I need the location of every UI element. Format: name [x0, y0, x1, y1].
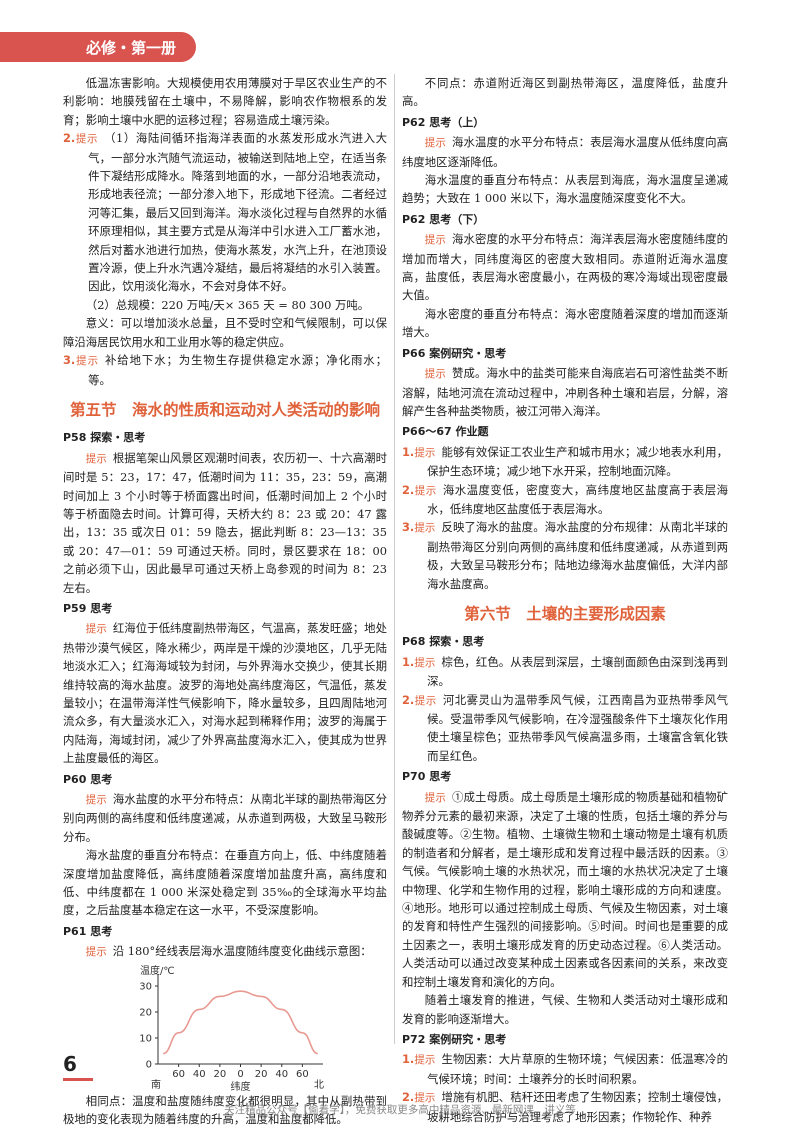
x-tick-label: 20 — [214, 1069, 227, 1080]
paragraph: 提示 根据笔架山风景区观潮时间表，农历初一、十六高潮时间时是 5：23，17：47… — [63, 450, 387, 595]
paragraph: 不同点：赤道附近海区到副热带海区，温度降低，盐度升高。 — [402, 76, 728, 109]
x-end-label-south: 南 — [151, 1078, 161, 1091]
answer-item: 1.提示 能够有效保证工农业生产和城市用水；减少地表水利用，保护生态环境；减少地下… — [402, 444, 728, 479]
answer-item: 3.提示 补给地下水；为生物生存提供稳定水源；净化雨水；等。 — [63, 353, 387, 387]
page-number-underline — [63, 1078, 93, 1081]
left-column: 低温冻害影响。大规模使用农用薄膜对于旱区农业生产的不利影响：地膜残留在土壤中，不… — [63, 74, 387, 1129]
y-tick-label: 0 — [146, 1059, 152, 1070]
tip-label: 提示 — [85, 623, 107, 636]
tip-label: 提示 — [424, 137, 447, 150]
tip-label: 提示 — [424, 791, 447, 804]
y-tick-label: 30 — [139, 981, 152, 992]
x-tick-label: 60 — [172, 1069, 185, 1080]
section-title: 第六节 土壤的主要形成因素 — [464, 604, 666, 623]
tip-label: 提示 — [414, 1092, 436, 1105]
section-title: 第五节 海水的性质和运动对人类活动的影响 — [69, 400, 380, 419]
tip-label: 提示 — [414, 522, 436, 535]
tip-label: 提示 — [75, 133, 99, 146]
x-end-label-north: 北 — [314, 1079, 324, 1091]
answer-item: 3.提示 反映了海水的盐度。海水盐度的分布规律：从南北半球的副热带海区分别向两侧的… — [402, 520, 728, 591]
x-axis-label: 纬度 — [231, 1080, 251, 1092]
subsection-title: P72 案例研究・思考 — [402, 1032, 507, 1046]
temperature-latitude-chart: 0 10 20 30 温度/℃ 60 40 20 0 20 40 60 南 北 纬度 — [63, 962, 387, 1093]
paragraph: 提示 海水盐度的水平分布特点：从南北半球的副热带海区分别向两侧的高纬度和低纬度递减… — [63, 792, 387, 844]
answer-item: 2.提示 河北雾灵山为温带季风气候，江西南昌为亚热带季风气候。受温带季风气候影响，… — [402, 692, 728, 763]
tip-label: 提示 — [414, 694, 437, 707]
tip-label: 提示 — [424, 368, 447, 381]
footer-note: 关注精品公众号【偷着学】，免费获取更多高中精品资源、最新网课、讲义等 — [224, 1104, 576, 1116]
paragraph: 意义：可以增加淡水总量，且不受时空和气候限制，可以保障沿海居民饮用水和工业用水等… — [63, 316, 387, 349]
tip-label: 提示 — [85, 794, 107, 807]
chart-svg: 0 10 20 30 温度/℃ 60 40 20 0 20 40 60 南 北 纬度 — [139, 964, 324, 1093]
paragraph: 提示 ①成土母质。成土母质是土壤形成的物质基础和植物矿物养分元素的最初来源，决定了… — [402, 789, 728, 989]
x-tick-label: 20 — [255, 1069, 268, 1080]
tip-label: 提示 — [414, 484, 437, 497]
paragraph: 海水密度的垂直分布特点：海水密度随着深度的增加而逐渐增大。 — [402, 306, 728, 340]
book-header-tab: 必修・第一册 — [0, 32, 196, 62]
subsection-title: P62 思考（下） — [402, 212, 485, 226]
subsection-title: P60 思考 — [63, 772, 113, 786]
tip-label: 提示 — [85, 452, 107, 465]
subsection-title: P58 探索・思考 — [63, 431, 146, 445]
tip-label: 提示 — [414, 656, 436, 669]
x-tick-label: 0 — [237, 1069, 243, 1080]
paragraph: 海水温度的垂直分布特点：从表层到海底，海水温度呈递减趋势；大致在 1 000 米… — [402, 173, 728, 206]
paragraph: 随着土壤发育的推进，气候、生物和人类活动对土壤形成和发育的影响逐渐增大。 — [402, 993, 728, 1026]
subsection-title: P70 思考 — [402, 770, 452, 784]
tip-label: 提示 — [414, 1054, 436, 1067]
y-axis-label: 温度/℃ — [140, 964, 175, 977]
paragraph: （2）总规模：220 万吨/天× 365 天 = 80 300 万吨。 — [85, 297, 370, 312]
paragraph: 提示 海水密度的水平分布特点：海洋表层海水密度随纬度的增加而增大，同纬度海区的密度… — [402, 232, 728, 303]
x-tick-label: 60 — [296, 1069, 309, 1080]
book-title: 必修・第一册 — [85, 39, 176, 57]
paragraph: 提示 海水温度的水平分布特点：表层海水温度从低纬度向高纬度地区逐渐降低。 — [402, 135, 728, 169]
subsection-title: P61 思考 — [63, 924, 113, 938]
answer-item: 1.提示 生物因素：大片草原的生物环境；气候因素：低温寒冷的气候环境；时间：土壤养… — [402, 1052, 728, 1086]
tip-label: 提示 — [414, 446, 436, 459]
answer-item: 2.提示 海水温度变低，密度变大，高纬度地区盐度高于表层海水，低纬度地区盐度低于表… — [402, 482, 728, 516]
y-tick-label: 20 — [139, 1007, 152, 1018]
subsection-title: P66～67 作业题 — [402, 425, 489, 439]
x-tick-label: 40 — [193, 1069, 206, 1080]
paragraph: 提示沿 180°经线表层海水温度随纬度变化曲线示意图： — [85, 944, 372, 959]
x-tick-label: 40 — [275, 1069, 288, 1080]
page-number: 6 — [63, 1052, 77, 1076]
subsection-title: P62 思考（上） — [402, 115, 485, 129]
subsection-title: P59 思考 — [63, 601, 113, 615]
y-tick-label: 10 — [139, 1033, 152, 1044]
subsection-title: P66 案例研究・思考 — [402, 346, 507, 360]
tip-label: 提示 — [424, 234, 447, 247]
answer-item: 1.提示 棕色，红色。从表层到深层，土壤剖面颜色由深到浅再到深。 — [402, 654, 728, 689]
temperature-curve — [162, 990, 319, 1055]
paragraph: 低温冻害影响。大规模使用农用薄膜对于旱区农业生产的不利影响：地膜残留在土壤中，不… — [63, 76, 387, 127]
tip-label: 提示 — [85, 946, 107, 959]
subsection-title: P68 探索・思考 — [402, 635, 485, 649]
paragraph: 海水盐度的垂直分布特点：在垂直方向上，低、中纬度随着深度增加盐度降低，高纬度随着… — [63, 848, 387, 918]
answer-item: 2.提示 增施有机肥、秸秆还田考虑了生物因素；控制土壤侵蚀，坡耕地综合防护与治理考… — [402, 1090, 728, 1124]
tip-label: 提示 — [75, 355, 99, 368]
paragraph: 提示 赞成。海水中的盐类可能来自海底岩石可溶性盐类不断溶解，陆地河流在流动过程中，… — [402, 366, 728, 418]
right-column: 不同点：赤道附近海区到副热带海区，温度降低，盐度升高。 P62 思考（上） 提示… — [402, 74, 728, 1126]
column-divider — [394, 74, 395, 1044]
paragraph: 提示 红海位于低纬度副热带海区，气温高，蒸发旺盛；地处热带沙漠气候区，降水稀少，两… — [63, 621, 387, 766]
answer-item: 2.提示 （1）海陆间循环指海洋表面的水蒸发形成水汽进入大气，一部分水汽随气流运动… — [63, 131, 388, 294]
